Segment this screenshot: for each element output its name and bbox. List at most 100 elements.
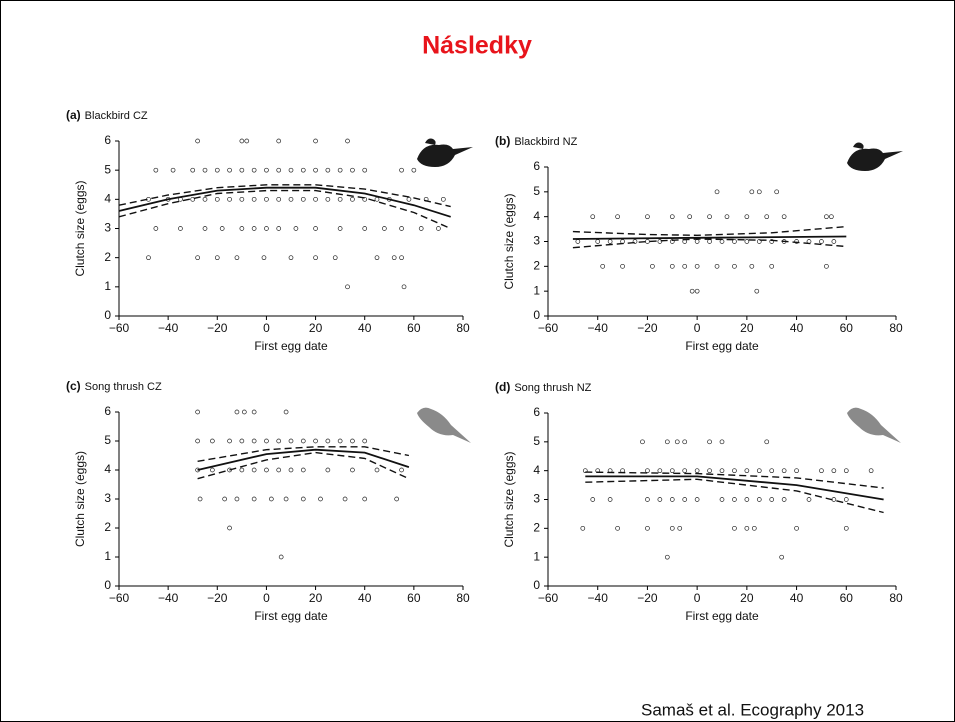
data-point (325, 467, 331, 473)
x-tick-label: 80 (456, 591, 470, 605)
data-point (313, 226, 318, 231)
x-tick-label: 60 (840, 321, 854, 335)
data-point (620, 263, 625, 269)
x-axis-label: First egg date (685, 609, 759, 623)
x-tick-label: −60 (538, 591, 559, 605)
data-point (682, 439, 688, 445)
data-point (283, 409, 289, 415)
data-point (214, 255, 220, 261)
data-point (669, 525, 675, 531)
data-point (687, 214, 693, 220)
data-point (806, 497, 812, 502)
fit-line (572, 235, 847, 240)
x-tick-label: 20 (740, 321, 754, 335)
panel-label: (a) Blackbird CZ (66, 108, 148, 122)
data-point (195, 255, 200, 261)
data-point (239, 438, 245, 444)
confidence-line (118, 184, 451, 208)
data-point (300, 167, 306, 173)
data-point (694, 288, 700, 294)
data-point (749, 263, 755, 269)
data-point (440, 196, 446, 202)
data-point (669, 468, 675, 474)
y-axis-label: Clutch size (eggs) (502, 193, 516, 289)
data-point (153, 226, 159, 231)
data-point (222, 496, 228, 502)
data-point (694, 468, 700, 474)
data-point (756, 189, 762, 195)
data-point (674, 439, 680, 445)
data-point (300, 467, 306, 473)
x-tick-label: 80 (456, 321, 470, 335)
data-point (399, 167, 404, 173)
data-point (264, 438, 269, 444)
confidence-line (118, 189, 451, 230)
data-point (774, 189, 780, 195)
data-point (732, 468, 737, 474)
x-tick-label: 60 (407, 321, 421, 335)
data-point (239, 467, 245, 473)
bird-icon (847, 142, 903, 171)
data-point (399, 255, 404, 261)
y-tick-label: 4 (533, 209, 540, 223)
data-point (244, 138, 250, 144)
data-point (824, 214, 829, 220)
data-point (239, 226, 245, 231)
x-tick-label: 80 (889, 321, 903, 335)
x-tick-label: 40 (358, 321, 372, 335)
data-point (337, 167, 343, 173)
data-point (288, 167, 294, 173)
x-axis-label: First egg date (685, 339, 759, 353)
data-point (350, 196, 355, 202)
data-point (278, 554, 284, 560)
data-point (219, 226, 225, 231)
slide-title: Následky (422, 32, 532, 60)
data-point (251, 438, 257, 444)
x-tick-label: 0 (263, 591, 270, 605)
data-point (732, 497, 737, 502)
x-axis-label: First egg date (254, 609, 328, 623)
data-point (669, 239, 675, 244)
data-point (600, 263, 606, 269)
data-point (313, 167, 318, 173)
data-point (195, 138, 200, 144)
data-point (391, 255, 397, 261)
data-point (764, 439, 770, 445)
data-point (342, 496, 348, 502)
confidence-line (197, 451, 410, 480)
data-point (582, 468, 588, 474)
y-tick-label: 1 (533, 283, 540, 297)
y-tick-label: 3 (104, 221, 111, 235)
data-point (374, 467, 380, 473)
x-tick-label: 0 (694, 591, 701, 605)
data-point (694, 497, 700, 502)
x-tick-label: −20 (637, 591, 658, 605)
x-tick-label: 60 (407, 591, 421, 605)
data-point (819, 239, 824, 244)
data-point (418, 226, 424, 231)
data-point (664, 554, 670, 560)
y-tick-label: 0 (533, 308, 540, 322)
x-tick-label: −60 (109, 321, 130, 335)
data-point (251, 196, 257, 202)
data-point (580, 525, 586, 531)
data-point (227, 438, 232, 444)
confidence-line (572, 238, 847, 249)
data-point (669, 497, 675, 502)
data-point (756, 468, 762, 474)
data-point (732, 263, 737, 269)
x-tick-label: 40 (358, 591, 372, 605)
y-tick-label: 6 (104, 404, 111, 418)
panel-letter: (d) (495, 380, 510, 394)
data-point (436, 226, 441, 231)
data-point (744, 239, 750, 244)
data-point (251, 226, 257, 231)
data-point (694, 239, 700, 244)
data-point (382, 226, 387, 231)
data-point (210, 438, 215, 444)
data-point (318, 496, 323, 502)
data-point (350, 467, 355, 473)
data-point (362, 496, 368, 502)
data-point (682, 497, 688, 502)
data-point (264, 196, 269, 202)
